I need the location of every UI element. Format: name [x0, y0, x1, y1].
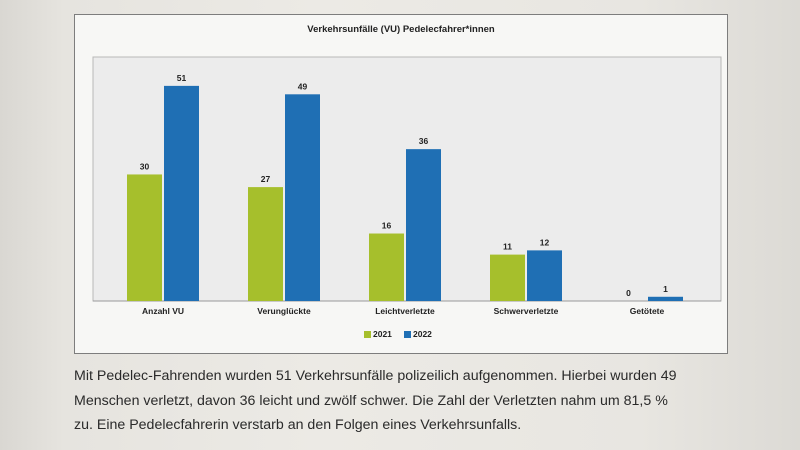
bar-2022-5	[648, 296, 683, 301]
data-label-2021-1: 30	[140, 161, 150, 171]
caption-text: Mit Pedelec-Fahrenden wurden 51 Verkehrs…	[74, 364, 734, 438]
bar-2021-3	[369, 233, 404, 301]
bar-2022-1	[164, 85, 199, 301]
data-label-2022-4: 12	[540, 237, 550, 247]
bar-2021-4	[490, 254, 525, 301]
caption-line-3: zu. Eine Pedelecfahrerin verstarb an den…	[74, 417, 522, 433]
x-tick-label-1: Anzahl VU	[142, 306, 184, 316]
data-label-2022-3: 36	[419, 136, 429, 146]
bar-2021-1	[127, 174, 162, 301]
data-label-2021-5: 0	[626, 288, 631, 298]
bar-2021-2	[248, 187, 283, 301]
legend-swatch-2021	[364, 331, 371, 338]
legend-label-2021: 2021	[373, 329, 392, 339]
chart-frame: Verkehrsunfälle (VU) Pedelecfahrer*innen…	[74, 14, 728, 354]
legend-label-2022: 2022	[413, 329, 432, 339]
x-tick-label-3: Leichtverletzte	[375, 306, 435, 316]
legend-swatch-2022	[404, 331, 411, 338]
bar-chart: 30 51 Anzahl VU 27 49 Verunglückte 16 36 Leichtv…	[92, 56, 722, 339]
x-tick-label-5: Getötete	[630, 306, 665, 316]
caption-line-2: Menschen verletzt, davon 36 leicht und z…	[74, 392, 668, 409]
x-tick-label-4: Schwerverletzte	[494, 306, 559, 316]
data-label-2021-2: 27	[261, 174, 271, 184]
data-label-2021-4: 11	[503, 242, 512, 252]
data-label-2022-2: 49	[298, 81, 308, 91]
bar-2022-3	[406, 149, 441, 301]
caption-line-1: Mit Pedelec-Fahrenden wurden 51 Verkehrs…	[74, 368, 677, 384]
data-label-2022-1: 51	[177, 73, 187, 83]
bar-2022-4	[527, 250, 562, 301]
bar-2022-2	[285, 94, 320, 302]
data-label-2022-5: 1	[663, 284, 668, 294]
data-label-2021-3: 16	[382, 221, 392, 231]
x-tick-label-2: Verunglückte	[257, 306, 311, 316]
chart-title: Verkehrsunfälle (VU) Pedelecfahrer*innen	[307, 24, 495, 35]
